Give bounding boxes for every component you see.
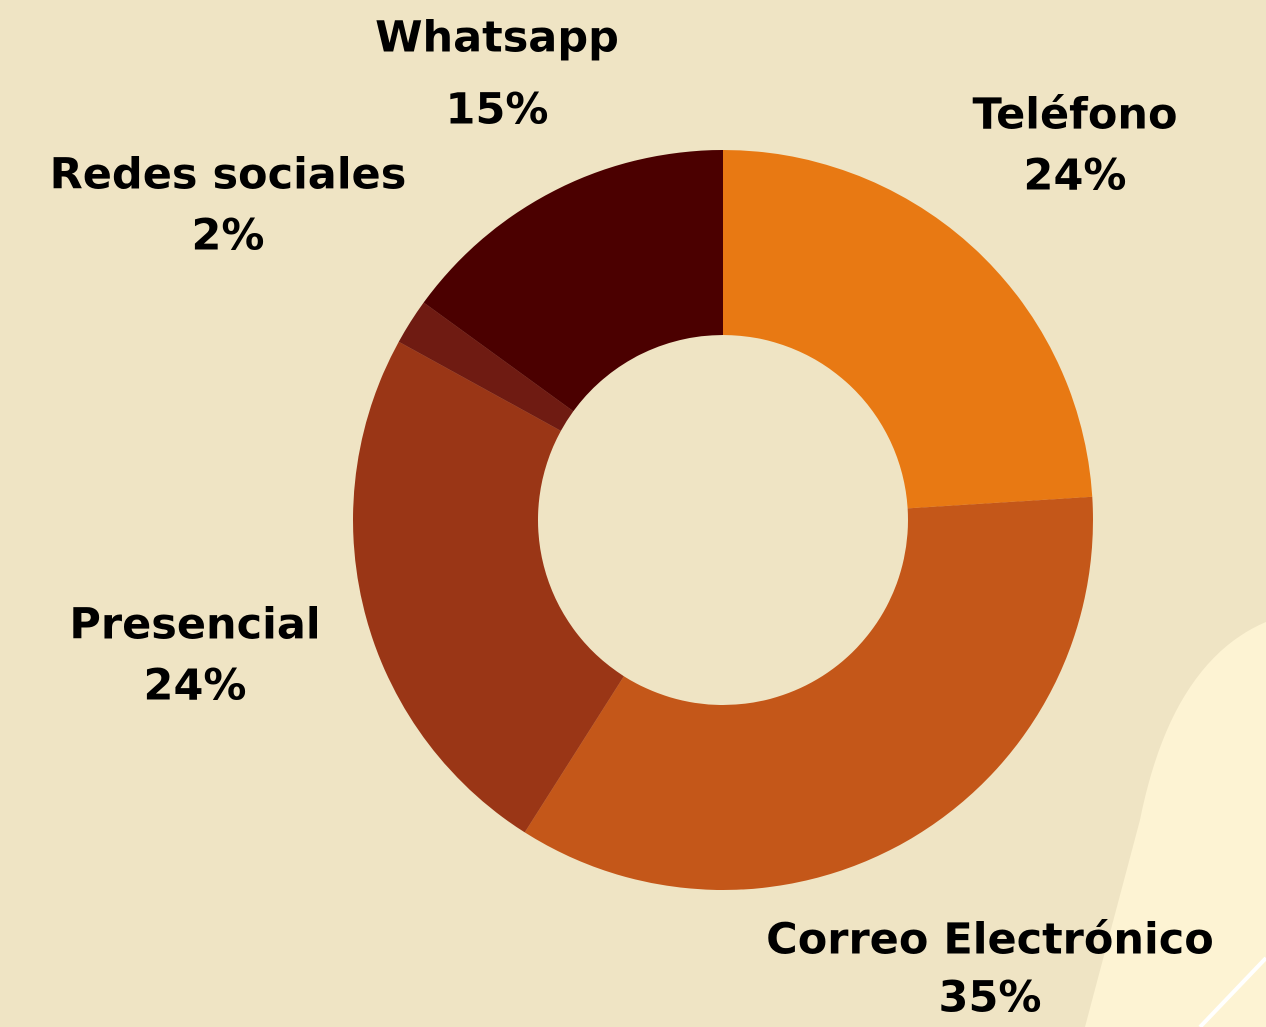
slice-name: Presencial (69, 600, 320, 650)
slice-value: 2% (191, 211, 264, 261)
slice (723, 150, 1093, 509)
slice-value: 15% (446, 85, 549, 135)
slices (353, 150, 1093, 890)
slice-name: Correo Electrónico (766, 915, 1214, 965)
slice-name: Teléfono (972, 90, 1177, 140)
labels: Teléfono 24% Correo Electrónico 35% Presenci… (50, 13, 1214, 1023)
slice (524, 496, 1093, 890)
slice-name: Whatsapp (375, 13, 619, 63)
slice (398, 302, 574, 431)
slice (353, 341, 624, 833)
slice-value: 35% (939, 973, 1042, 1023)
background-shape (1085, 622, 1266, 1027)
slice-value: 24% (144, 661, 247, 711)
slice-value: 24% (1024, 151, 1127, 201)
slice (423, 150, 723, 412)
decor-line (1198, 956, 1266, 1027)
slice-name: Redes sociales (50, 150, 407, 200)
